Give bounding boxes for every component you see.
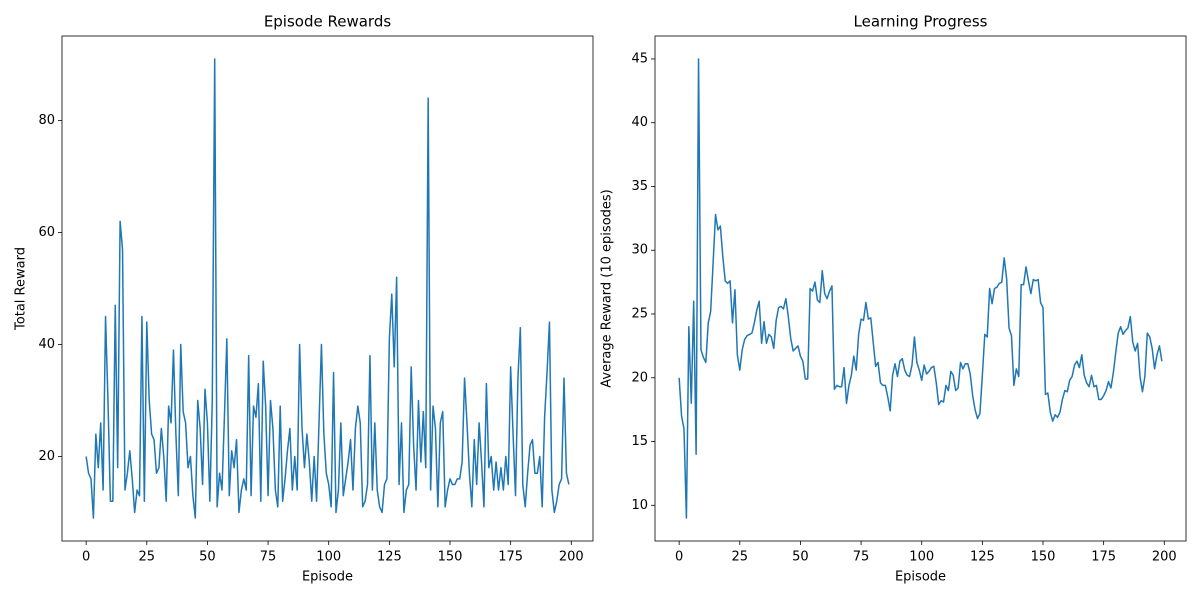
- x-tick-label: 150: [438, 550, 463, 565]
- y-tick-label: 80: [38, 113, 55, 128]
- x-tick-label: 50: [792, 550, 809, 565]
- x-tick-label: 100: [909, 550, 934, 565]
- x-tick-label: 175: [1091, 550, 1116, 565]
- y-tick-label: 30: [631, 243, 648, 258]
- x-tick-label: 0: [82, 550, 90, 565]
- data-line: [85, 58, 570, 519]
- y-axis-label: Total Reward: [14, 247, 29, 331]
- x-tick-label: 75: [853, 550, 870, 565]
- y-tick-label: 10: [631, 498, 648, 513]
- x-tick-label: 200: [559, 550, 584, 565]
- chart-title: Episode Rewards: [264, 13, 392, 31]
- x-tick-label: 25: [139, 550, 156, 565]
- chart-title: Learning Progress: [854, 13, 988, 31]
- x-axis-label: Episode: [302, 570, 353, 585]
- y-tick-label: 60: [38, 225, 55, 240]
- y-axis-label: Average Reward (10 episodes): [600, 189, 615, 388]
- y-tick-label: 45: [631, 51, 648, 66]
- x-tick-label: 175: [498, 550, 523, 565]
- x-tick-label: 125: [377, 550, 402, 565]
- plot-frame: [61, 35, 594, 542]
- x-tick-label: 100: [316, 550, 341, 565]
- x-axis-label: Episode: [895, 570, 946, 585]
- x-tick-label: 0: [675, 550, 683, 565]
- x-tick-label: 200: [1152, 550, 1177, 565]
- plot-frame: [654, 35, 1187, 542]
- y-tick-label: 25: [631, 307, 648, 322]
- x-tick-label: 25: [732, 550, 749, 565]
- x-tick-label: 75: [260, 550, 277, 565]
- y-tick-label: 20: [38, 449, 55, 464]
- x-tick-label: 125: [970, 550, 995, 565]
- y-tick-label: 15: [631, 434, 648, 449]
- y-tick-label: 40: [631, 115, 648, 130]
- x-tick-label: 150: [1031, 550, 1056, 565]
- y-tick-label: 20: [631, 370, 648, 385]
- y-tick-label: 35: [631, 179, 648, 194]
- y-tick-label: 40: [38, 337, 55, 352]
- x-tick-label: 50: [199, 550, 216, 565]
- data-line: [678, 58, 1163, 519]
